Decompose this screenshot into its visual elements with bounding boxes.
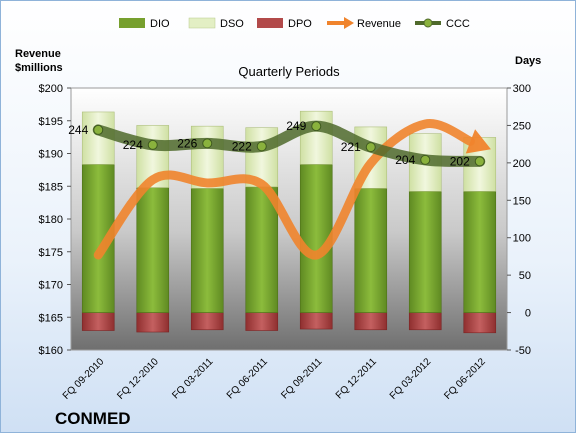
dio-bar xyxy=(408,191,442,313)
ccc-data-label: 244 xyxy=(68,123,88,137)
left-axis-label-line1: Revenue xyxy=(15,48,61,60)
right-tick-label: 0 xyxy=(525,308,531,320)
dio-bar xyxy=(245,186,279,313)
ccc-point xyxy=(256,141,267,152)
legend-label-dso: DSO xyxy=(220,18,244,30)
revenue-arrowhead xyxy=(465,129,491,154)
right-tick-label: 100 xyxy=(513,233,531,245)
ccc-data-label: 204 xyxy=(395,153,415,167)
ccc-data-label: 226 xyxy=(177,136,197,150)
right-tick-label: 250 xyxy=(513,120,531,132)
category-labels: FQ 09-2010 FQ 12-2010 FQ 03-2011 FQ 06-2011… xyxy=(61,356,488,402)
category-label: FQ 12-2010 xyxy=(115,356,161,402)
ccc-point xyxy=(147,139,158,150)
left-tick-label: $195 xyxy=(39,116,63,128)
legend-label-revenue: Revenue xyxy=(357,18,401,30)
left-tick-label: $175 xyxy=(39,247,63,259)
dio-bar xyxy=(190,188,224,313)
dpo-bar xyxy=(408,312,442,331)
dpo-bar xyxy=(245,312,279,331)
legend-label-dio: DIO xyxy=(150,18,170,30)
dpo-bar xyxy=(463,312,497,334)
right-tick-label: 150 xyxy=(513,195,531,207)
ccc-point xyxy=(93,124,104,135)
ccc-point xyxy=(474,156,485,167)
left-tick-label: $160 xyxy=(39,345,63,357)
ccc-point xyxy=(202,138,213,149)
right-tick-label: 200 xyxy=(513,158,531,170)
legend-swatch-ccc xyxy=(415,18,441,28)
dio-bar xyxy=(354,188,388,313)
left-tick-label: $185 xyxy=(39,181,63,193)
legend-label-ccc: CCC xyxy=(446,18,470,30)
category-label: FQ 03-2012 xyxy=(388,356,434,402)
left-axis-label-line2: $millions xyxy=(15,62,63,74)
dpo-bar xyxy=(136,312,170,333)
ccc-data-label: 222 xyxy=(232,139,252,153)
right-tick-label: 300 xyxy=(513,83,531,95)
category-label: FQ 09-2011 xyxy=(279,356,324,401)
revenue-line xyxy=(93,119,475,260)
ccc-point xyxy=(365,142,376,153)
category-label: FQ 06-2012 xyxy=(442,356,488,402)
dio-bar xyxy=(463,191,497,313)
legend-swatch-dso xyxy=(188,17,216,29)
legend-label-dpo: DPO xyxy=(288,18,312,30)
ccc-point xyxy=(311,121,322,132)
right-axis-ticks: -50 0 50 100 150 200 250 300 xyxy=(507,83,531,357)
category-label: FQ 03-2011 xyxy=(170,356,215,401)
right-tick-label: 50 xyxy=(519,270,531,282)
dpo-bar xyxy=(354,312,388,331)
lines-group: 244 224 226 222 249 221 204 202 xyxy=(68,119,491,260)
dso-bar xyxy=(299,110,333,165)
chart-title: Quarterly Periods xyxy=(238,64,340,79)
dpo-bar xyxy=(190,312,224,331)
left-tick-label: $200 xyxy=(39,83,63,95)
dio-bar xyxy=(136,187,170,313)
legend-swatch-dio xyxy=(119,18,145,28)
category-label: FQ 09-2010 xyxy=(61,356,107,402)
ccc-point xyxy=(420,154,431,165)
category-label: FQ 06-2011 xyxy=(225,356,270,401)
legend-swatch-revenue xyxy=(327,17,354,29)
right-axis-label: Days xyxy=(515,55,541,67)
ccc-data-label: 224 xyxy=(123,138,143,152)
left-tick-label: $170 xyxy=(39,280,63,292)
company-name: CONMED xyxy=(55,409,131,428)
left-tick-label: $165 xyxy=(39,312,63,324)
left-tick-label: $190 xyxy=(39,149,63,161)
ccc-data-label: 202 xyxy=(450,154,470,168)
ccc-data-label: 221 xyxy=(341,140,361,154)
category-label: FQ 12-2011 xyxy=(334,356,379,401)
right-tick-label: -50 xyxy=(515,345,531,357)
ccc-data-label: 249 xyxy=(286,119,306,133)
dpo-bar xyxy=(299,312,333,330)
legend: DIO DSO DPO Revenue CCC xyxy=(119,17,470,30)
dpo-bar xyxy=(81,312,115,331)
left-axis-ticks: $160 $165 $170 $175 $180 $185 $190 $195 $200 xyxy=(39,83,71,357)
legend-swatch-dpo xyxy=(257,18,283,28)
left-tick-label: $180 xyxy=(39,214,63,226)
